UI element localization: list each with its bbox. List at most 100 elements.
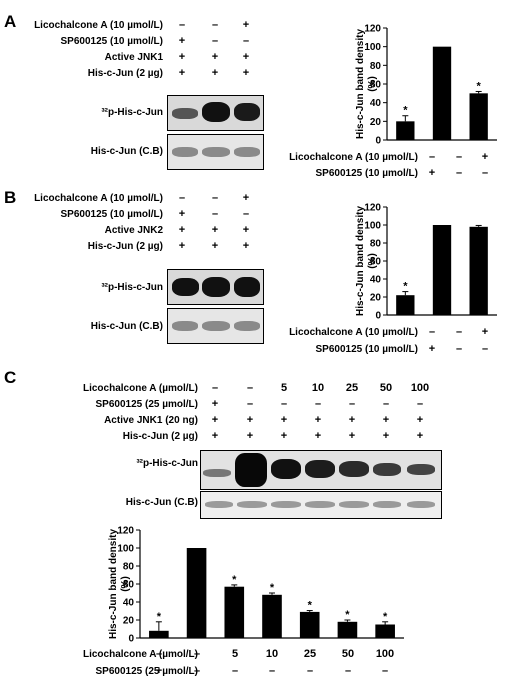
bar — [432, 46, 452, 140]
condition-label: Licochalcone A (10 µmol/L) — [34, 193, 163, 204]
condition-sign: + — [211, 398, 219, 410]
condition-sign: + — [416, 430, 424, 442]
condition-sign: – — [416, 398, 424, 410]
y-tick-label: 120 — [364, 203, 381, 214]
blot-band — [202, 102, 230, 122]
blot-band — [172, 147, 198, 157]
panel-a-loading-blot — [167, 134, 264, 170]
blot-band — [202, 147, 230, 157]
blot-band — [271, 501, 301, 508]
chart-condition-sign: – — [381, 665, 389, 677]
chart-condition-label: SP600125 (10 µmol/L) — [315, 168, 418, 179]
chart-condition-label: SP600125 (10 µmol/L) — [315, 344, 418, 355]
condition-label: SP600125 (10 µmol/L) — [60, 36, 163, 47]
y-tick-label: 40 — [123, 598, 135, 609]
significance-asterisk: * — [403, 281, 408, 293]
panel-b-bar-chart: His-c-Jun band density(%)020406080100120… — [355, 203, 497, 322]
condition-sign: + — [242, 192, 250, 204]
chart-condition-sign: + — [481, 151, 489, 163]
bar — [396, 121, 415, 140]
condition-sign: – — [211, 35, 219, 47]
y-tick-label: 100 — [117, 544, 134, 555]
chart-condition-sign: 100 — [375, 648, 395, 660]
condition-sign: + — [242, 240, 250, 252]
condition-sign: + — [211, 67, 219, 79]
panel-b-loading-blot-label: His-c-Jun (C.B) — [91, 321, 163, 332]
chart-condition-sign: – — [155, 648, 163, 660]
chart-condition-sign: – — [481, 343, 489, 355]
condition-sign: + — [178, 240, 186, 252]
condition-sign: + — [280, 414, 288, 426]
blot-band — [172, 108, 198, 119]
chart-condition-sign: – — [428, 151, 436, 163]
significance-asterisk: * — [345, 609, 350, 621]
condition-label: SP600125 (10 µmol/L) — [60, 209, 163, 220]
condition-sign: + — [178, 224, 186, 236]
condition-sign: – — [348, 398, 356, 410]
panel-a-loading-blot-label-text: His-c-Jun (C.B) — [90, 146, 163, 157]
chart-condition-sign: – — [344, 665, 352, 677]
panel-b-phospho-blot-label-text: ³²p-His-c-Jun — [101, 282, 163, 293]
panel-c-bar-chart: His-c-Jun band density(%)020406080100120… — [108, 526, 404, 645]
blot-band — [172, 278, 199, 296]
chart-condition-sign: – — [193, 648, 201, 660]
bar — [149, 630, 169, 638]
condition-label: Active JNK1 — [104, 52, 163, 63]
bar — [396, 295, 415, 315]
chart-condition-sign: – — [455, 343, 463, 355]
condition-label: Active JNK1 (20 ng) — [104, 415, 198, 426]
panel-a-letter: A — [4, 12, 17, 31]
condition-sign: + — [211, 51, 219, 63]
condition-sign: + — [246, 414, 254, 426]
condition-sign: 100 — [410, 382, 430, 394]
condition-label: His-c-Jun (2 µg) — [87, 68, 163, 79]
condition-label: Active JNK2 — [104, 225, 163, 236]
y-tick-label: 20 — [370, 117, 382, 128]
y-axis-label: His-c-Jun band density(%) — [355, 206, 378, 316]
bar — [224, 586, 245, 638]
condition-sign: – — [178, 19, 186, 31]
chart-condition-sign: – — [455, 167, 463, 179]
blot-band — [205, 501, 233, 508]
condition-sign: 5 — [280, 382, 288, 394]
panel-c-phospho-blot-label-text: ³²p-His-c-Jun — [136, 458, 198, 469]
bar — [262, 594, 282, 638]
condition-sign: 50 — [379, 382, 393, 394]
condition-sign: + — [314, 414, 322, 426]
chart-condition-sign: + — [428, 167, 436, 179]
chart-condition-label: Licochalcone A (10 µmol/L) — [289, 152, 418, 163]
panel-c-phospho-blot — [200, 450, 442, 490]
y-tick-label: 80 — [123, 562, 135, 573]
chart-condition-sign: – — [481, 167, 489, 179]
chart-condition-sign: – — [428, 326, 436, 338]
y-tick-label: 0 — [128, 634, 134, 645]
blot-band — [305, 460, 335, 478]
condition-sign: + — [280, 430, 288, 442]
panel-b-letter: B — [4, 188, 17, 207]
condition-sign: + — [211, 414, 219, 426]
condition-sign: + — [178, 51, 186, 63]
panel-b-loading-blot — [167, 308, 264, 344]
y-axis-label-line: (%) — [367, 253, 378, 269]
condition-label: SP600125 (25 µmol/L) — [95, 399, 198, 410]
y-axis-label-line: His-c-Jun band density — [108, 529, 119, 639]
blot-band — [237, 501, 267, 508]
chart-condition-sign: 25 — [303, 648, 317, 660]
chart-condition-sign: + — [481, 326, 489, 338]
condition-sign: + — [416, 414, 424, 426]
y-tick-label: 40 — [370, 98, 382, 109]
panel-c-loading-blot — [200, 491, 442, 519]
y-tick-label: 100 — [364, 221, 381, 232]
y-tick-label: 120 — [364, 24, 381, 35]
y-axis-label-line: His-c-Jun band density — [355, 29, 366, 139]
blot-band — [202, 277, 230, 297]
y-tick-label: 20 — [123, 616, 135, 627]
condition-sign: – — [242, 35, 250, 47]
condition-sign: – — [246, 382, 254, 394]
condition-sign: + — [348, 414, 356, 426]
y-tick-label: 60 — [370, 80, 382, 91]
condition-sign: + — [246, 430, 254, 442]
significance-asterisk: * — [383, 611, 388, 623]
y-tick-label: 20 — [370, 293, 382, 304]
condition-sign: + — [242, 51, 250, 63]
